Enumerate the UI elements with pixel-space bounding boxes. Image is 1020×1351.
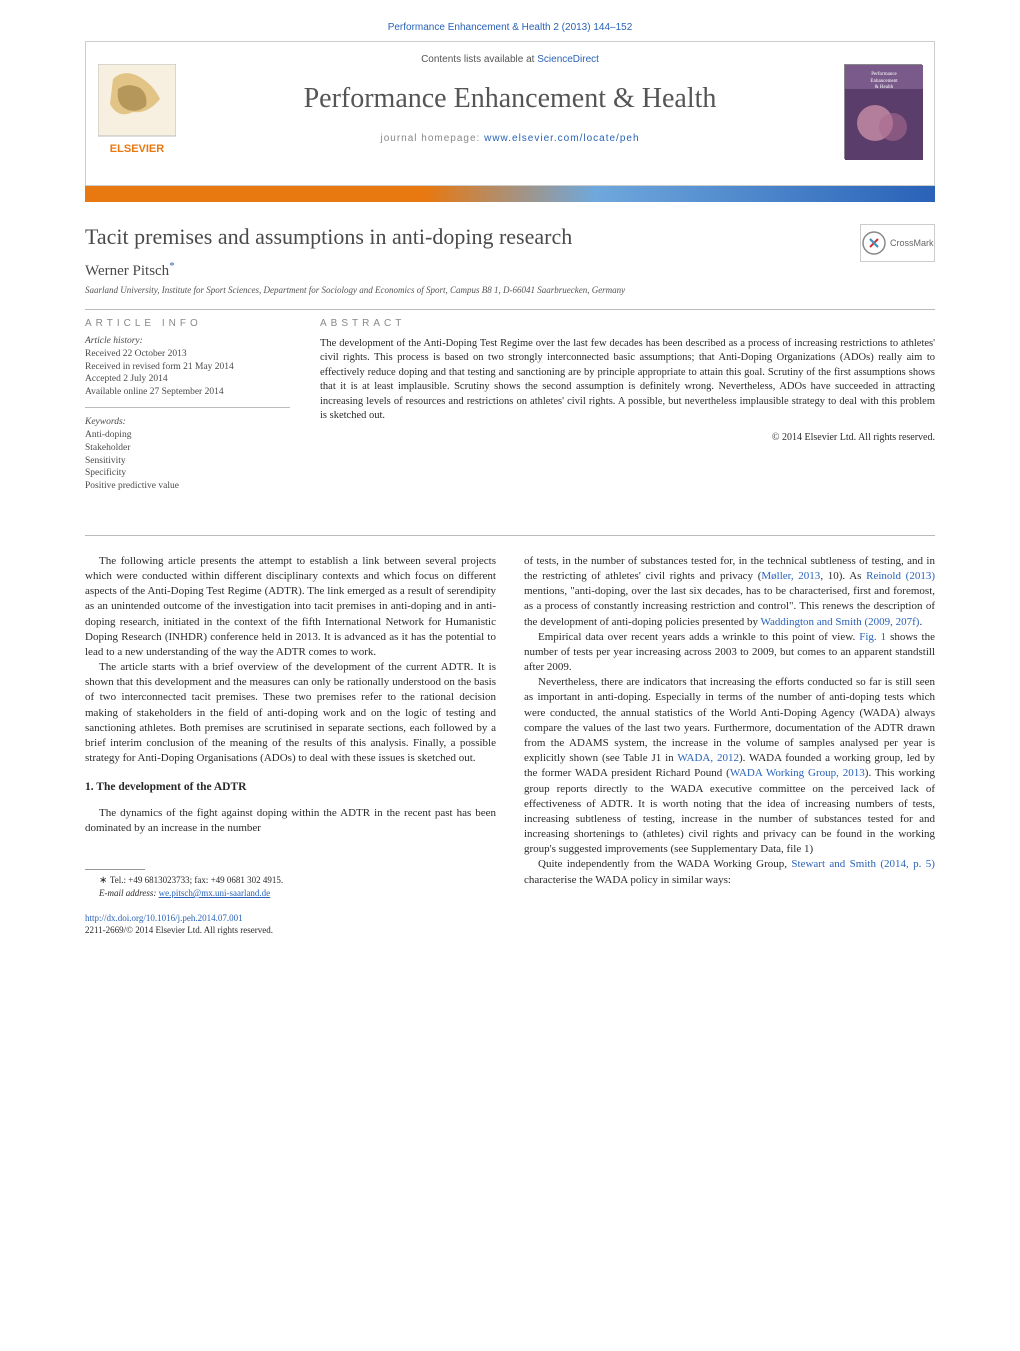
body-columns: The following article presents the attem… [85,535,935,937]
homepage-link[interactable]: www.elsevier.com/locate/peh [484,133,639,144]
abstract-text: The development of the Anti-Doping Test … [320,337,935,424]
keyword-item: Anti-doping [85,429,290,442]
contents-line: Contents lists available at ScienceDirec… [86,54,934,65]
gradient-bar [85,186,935,202]
footnote-separator [85,869,145,870]
txt: Empirical data over recent years adds a … [538,631,859,643]
body-paragraph: Empirical data over recent years adds a … [524,630,935,676]
footnote-email: E-mail address: we.pitsch@mx.uni-saarlan… [85,887,496,899]
keyword-item: Sensitivity [85,455,290,468]
citation-link[interactable]: WADA Working Group, 2013 [730,767,865,779]
citation-link[interactable]: Møller, 2013 [761,570,820,582]
txt: . [919,616,922,628]
body-paragraph: Quite independently from the WADA Workin… [524,857,935,887]
affiliation: Saarland University, Institute for Sport… [85,285,935,295]
top-citation: Performance Enhancement & Health 2 (2013… [0,0,1020,41]
crossmark-label: CrossMark [890,238,934,248]
article-history: Article history: Received 22 October 201… [85,335,290,408]
svg-text:& Health: & Health [875,85,894,90]
issn-line: 2211-2669/© 2014 Elsevier Ltd. All right… [85,925,273,935]
keywords-label: Keywords: [85,416,290,429]
left-column: The following article presents the attem… [85,554,496,937]
journal-title: Performance Enhancement & Health [86,83,934,115]
article-info-column: ARTICLE INFO Article history: Received 2… [85,318,290,493]
journal-header: ELSEVIER Contents lists available at Sci… [85,41,935,186]
svg-text:ELSEVIER: ELSEVIER [110,143,164,155]
history-received: Received 22 October 2013 [85,348,290,361]
txt: ). This working group reports directly t… [524,767,935,855]
svg-text:Performance: Performance [871,72,897,77]
figure-link[interactable]: Fig. 1 [859,631,886,643]
article-info-label: ARTICLE INFO [85,318,290,329]
section-heading: 1. The development of the ADTR [85,780,496,796]
body-paragraph: of tests, in the number of substances te… [524,554,935,630]
body-paragraph: The article starts with a brief overview… [85,660,496,766]
citation-link[interactable]: Reinold (2013) [866,570,935,582]
article-main: CrossMark Tacit premises and assumptions… [85,202,935,937]
email-link[interactable]: we.pitsch@mx.uni-saarland.de [159,888,271,898]
abstract-copyright: © 2014 Elsevier Ltd. All rights reserved… [320,432,935,443]
history-revised: Received in revised form 21 May 2014 [85,361,290,374]
header-center: Contents lists available at ScienceDirec… [86,42,934,144]
corresponding-mark: * [169,260,175,272]
doi-link[interactable]: http://dx.doi.org/10.1016/j.peh.2014.07.… [85,913,243,923]
txt: Nevertheless, there are indicators that … [524,676,935,764]
author-name: Werner Pitsch* [85,260,935,280]
keyword-item: Positive predictive value [85,480,290,493]
body-paragraph: The following article presents the attem… [85,554,496,660]
footnote-tel-text: Tel.: +49 6813023733; fax: +49 0681 302 … [110,875,283,885]
citation-link[interactable]: Waddington and Smith (2009, 207f) [761,616,920,628]
right-column: of tests, in the number of substances te… [524,554,935,937]
contents-prefix: Contents lists available at [421,54,537,65]
citation-link[interactable]: WADA, 2012 [677,752,739,764]
txt: Quite independently from the WADA Workin… [538,858,791,870]
doi-block: http://dx.doi.org/10.1016/j.peh.2014.07.… [85,913,496,936]
info-abstract-row: ARTICLE INFO Article history: Received 2… [85,318,935,493]
homepage-prefix: journal homepage: [380,133,484,144]
elsevier-logo: ELSEVIER [98,64,176,159]
history-label: Article history: [85,335,290,348]
history-online: Available online 27 September 2014 [85,386,290,399]
txt: characterise the WADA policy in similar … [524,874,731,886]
journal-cover-thumbnail: Performance Enhancement & Health [844,64,922,159]
author-text: Werner Pitsch [85,263,169,279]
footnote-tel: ∗ Tel.: +49 6813023733; fax: +49 0681 30… [85,874,496,888]
keyword-item: Specificity [85,467,290,480]
sciencedirect-link[interactable]: ScienceDirect [537,54,599,65]
crossmark-badge[interactable]: CrossMark [860,224,935,262]
keywords-block: Keywords: Anti-doping Stakeholder Sensit… [85,416,290,493]
body-paragraph: Nevertheless, there are indicators that … [524,675,935,857]
article-title: Tacit premises and assumptions in anti-d… [85,224,935,250]
body-paragraph: The dynamics of the fight against doping… [85,806,496,836]
homepage-line: journal homepage: www.elsevier.com/locat… [86,133,934,144]
citation-link[interactable]: Stewart and Smith (2014, p. 5) [791,858,935,870]
email-label: E-mail address: [99,888,156,898]
svg-text:Enhancement: Enhancement [870,79,898,84]
abstract-label: ABSTRACT [320,318,935,329]
divider [85,309,935,310]
abstract-column: ABSTRACT The development of the Anti-Dop… [320,318,935,493]
history-accepted: Accepted 2 July 2014 [85,373,290,386]
txt: , 10). As [820,570,866,582]
keyword-item: Stakeholder [85,442,290,455]
